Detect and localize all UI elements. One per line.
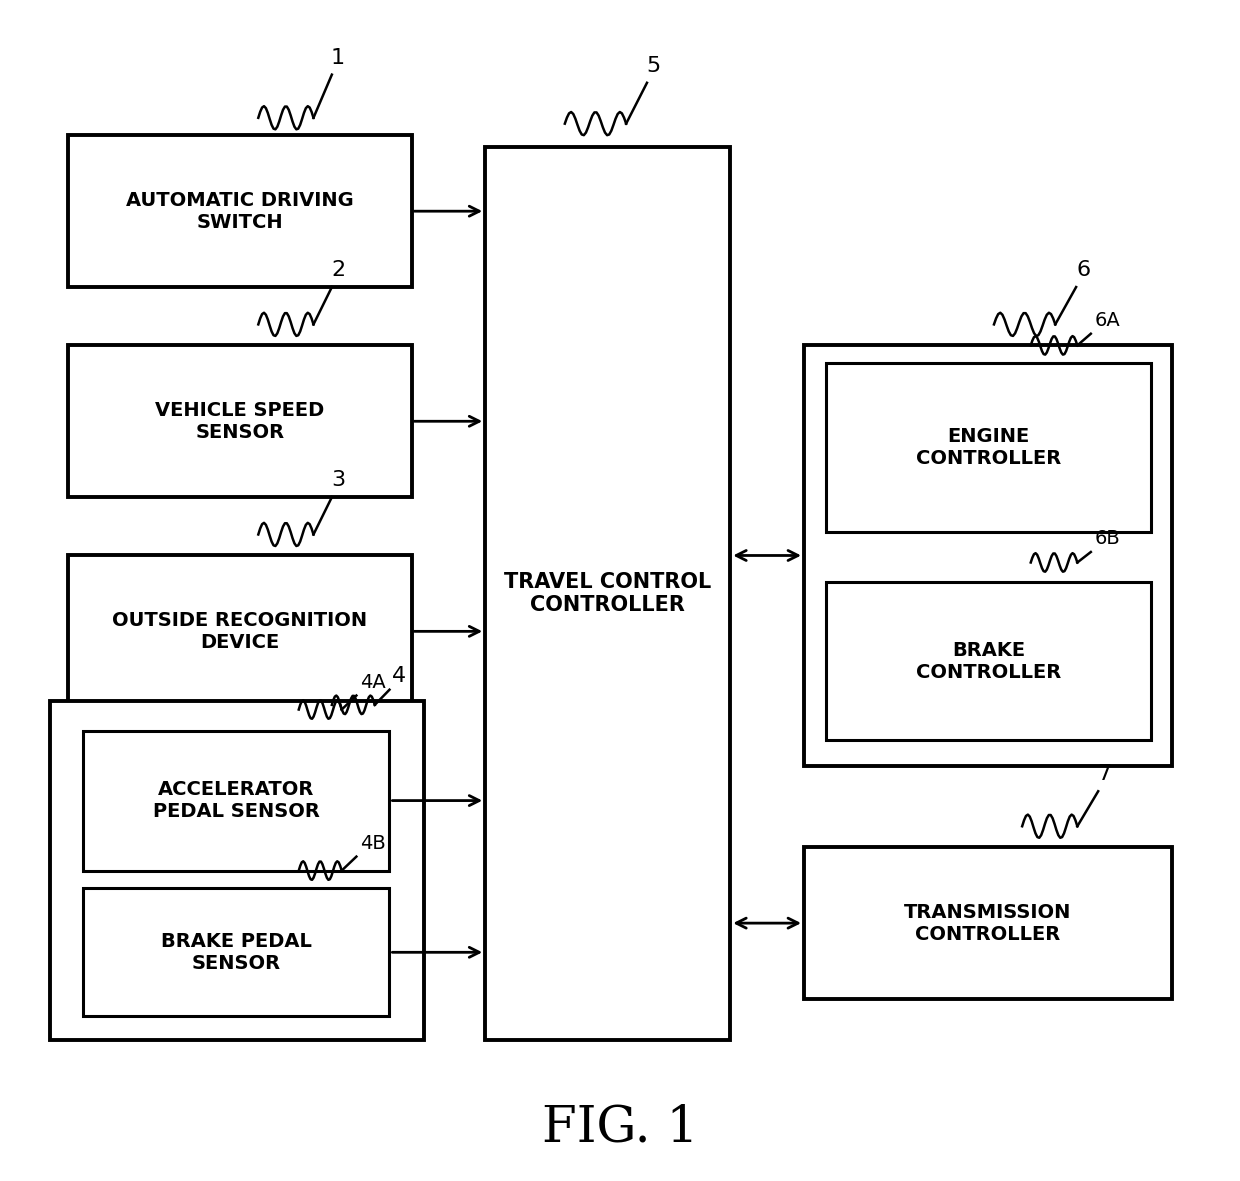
Bar — [804, 345, 1172, 765]
Text: 6B: 6B — [1095, 529, 1120, 548]
Bar — [50, 702, 424, 1039]
Text: BRAKE
CONTROLLER: BRAKE CONTROLLER — [916, 640, 1061, 681]
Text: 4B: 4B — [360, 834, 386, 853]
Text: TRANSMISSION
CONTROLLER: TRANSMISSION CONTROLLER — [904, 902, 1071, 944]
Text: 4A: 4A — [360, 673, 386, 692]
Text: TRAVEL CONTROL
CONTROLLER: TRAVEL CONTROL CONTROLLER — [505, 572, 712, 615]
Text: OUTSIDE RECOGNITION
DEVICE: OUTSIDE RECOGNITION DEVICE — [113, 611, 367, 652]
Text: 3: 3 — [331, 470, 345, 490]
Text: 2: 2 — [331, 260, 345, 280]
Bar — [826, 363, 1151, 533]
Text: FIG. 1: FIG. 1 — [542, 1103, 698, 1153]
Bar — [485, 146, 730, 1039]
Text: VEHICLE SPEED
SENSOR: VEHICLE SPEED SENSOR — [155, 400, 325, 442]
Text: BRAKE PEDAL
SENSOR: BRAKE PEDAL SENSOR — [161, 932, 311, 973]
Text: 6A: 6A — [1095, 312, 1120, 331]
Text: ACCELERATOR
PEDAL SENSOR: ACCELERATOR PEDAL SENSOR — [153, 781, 320, 821]
Bar — [826, 582, 1151, 739]
Bar — [804, 847, 1172, 999]
Bar — [68, 345, 412, 497]
Text: 7: 7 — [1097, 764, 1111, 784]
Text: AUTOMATIC DRIVING
SWITCH: AUTOMATIC DRIVING SWITCH — [126, 190, 353, 231]
Text: ENGINE
CONTROLLER: ENGINE CONTROLLER — [916, 428, 1061, 468]
Bar — [68, 136, 412, 287]
Text: 5: 5 — [646, 56, 660, 76]
Bar — [83, 888, 389, 1017]
Text: 4: 4 — [392, 666, 405, 686]
Text: 6: 6 — [1076, 260, 1090, 280]
Bar — [68, 555, 412, 707]
Bar — [83, 731, 389, 870]
Text: 1: 1 — [331, 47, 345, 67]
